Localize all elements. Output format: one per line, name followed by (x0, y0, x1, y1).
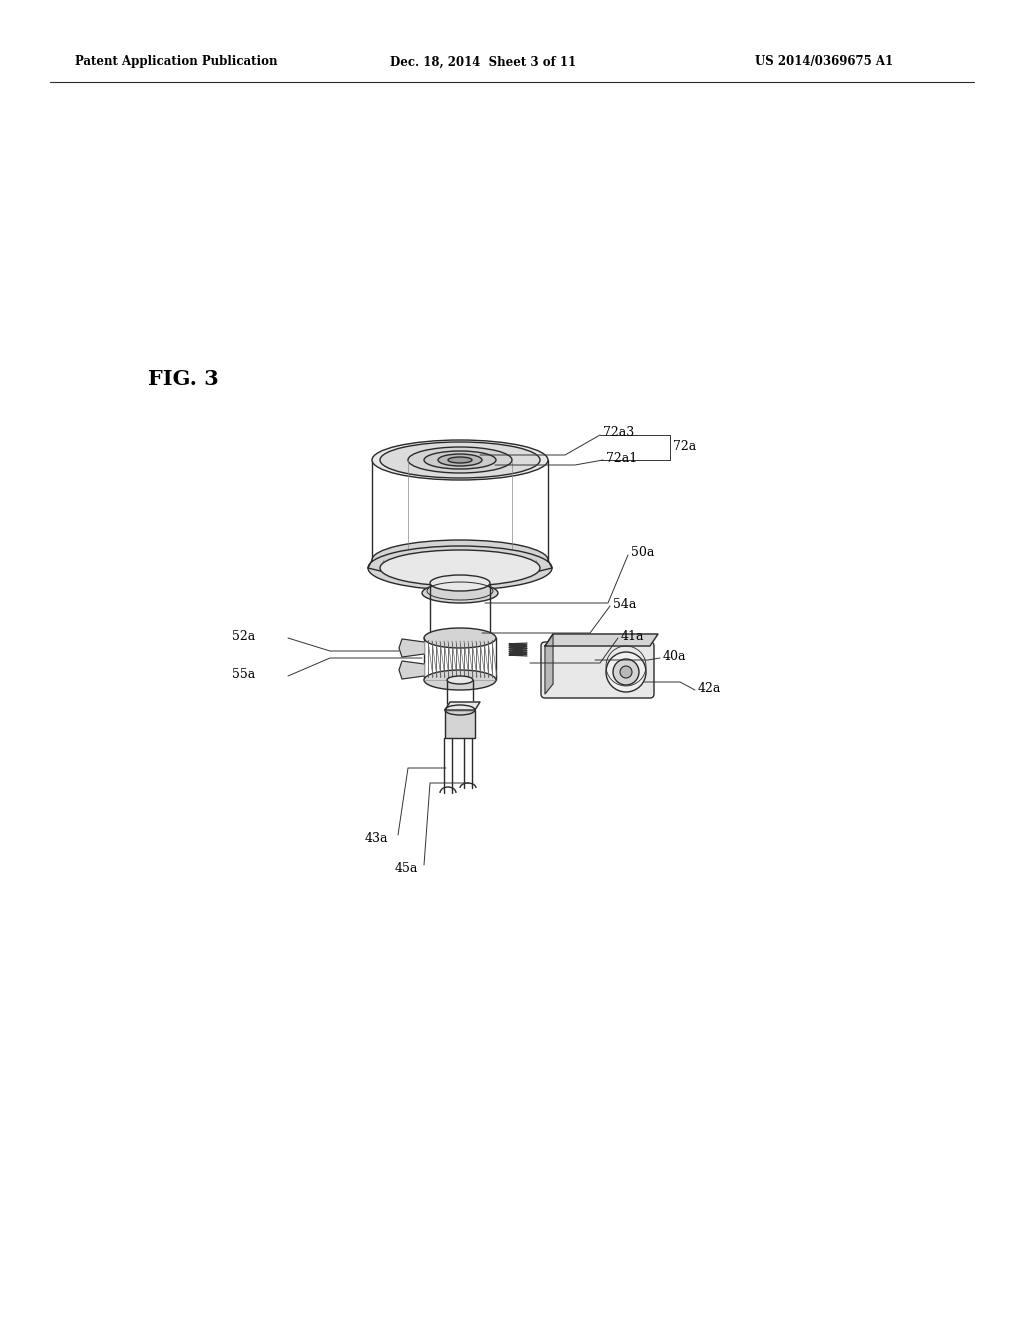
Text: Patent Application Publication: Patent Application Publication (75, 55, 278, 69)
Text: 40a: 40a (663, 649, 686, 663)
Polygon shape (399, 661, 424, 678)
Ellipse shape (430, 576, 490, 591)
Text: 43a: 43a (365, 832, 388, 845)
Text: 72a1: 72a1 (606, 451, 637, 465)
Ellipse shape (422, 583, 498, 603)
Polygon shape (545, 634, 553, 694)
Text: US 2014/0369675 A1: US 2014/0369675 A1 (755, 55, 893, 69)
Ellipse shape (620, 667, 632, 678)
Ellipse shape (372, 540, 548, 579)
Ellipse shape (613, 659, 639, 685)
Ellipse shape (430, 630, 490, 645)
Text: 55a: 55a (232, 668, 255, 681)
Ellipse shape (424, 671, 496, 690)
Text: 72a3: 72a3 (603, 425, 634, 438)
Polygon shape (445, 702, 480, 710)
Ellipse shape (438, 454, 482, 466)
Text: 41a: 41a (621, 630, 644, 643)
Ellipse shape (372, 440, 548, 480)
Ellipse shape (408, 447, 512, 473)
Ellipse shape (424, 628, 496, 648)
Polygon shape (445, 710, 475, 738)
Ellipse shape (606, 652, 646, 692)
Ellipse shape (449, 457, 472, 463)
Text: FIG. 3: FIG. 3 (148, 370, 219, 389)
FancyBboxPatch shape (541, 642, 654, 698)
Ellipse shape (447, 676, 473, 684)
Text: 52a: 52a (232, 630, 255, 643)
Text: Dec. 18, 2014  Sheet 3 of 11: Dec. 18, 2014 Sheet 3 of 11 (390, 55, 577, 69)
Polygon shape (545, 634, 658, 645)
Ellipse shape (380, 442, 540, 478)
Ellipse shape (424, 451, 496, 469)
Text: 45a: 45a (395, 862, 419, 874)
Text: 42a: 42a (698, 681, 721, 694)
Ellipse shape (447, 706, 473, 714)
Text: 50a: 50a (631, 546, 654, 560)
Text: 72a: 72a (673, 441, 696, 454)
Ellipse shape (380, 550, 540, 586)
Text: 54a: 54a (613, 598, 636, 610)
Polygon shape (399, 639, 424, 657)
Ellipse shape (368, 546, 552, 590)
